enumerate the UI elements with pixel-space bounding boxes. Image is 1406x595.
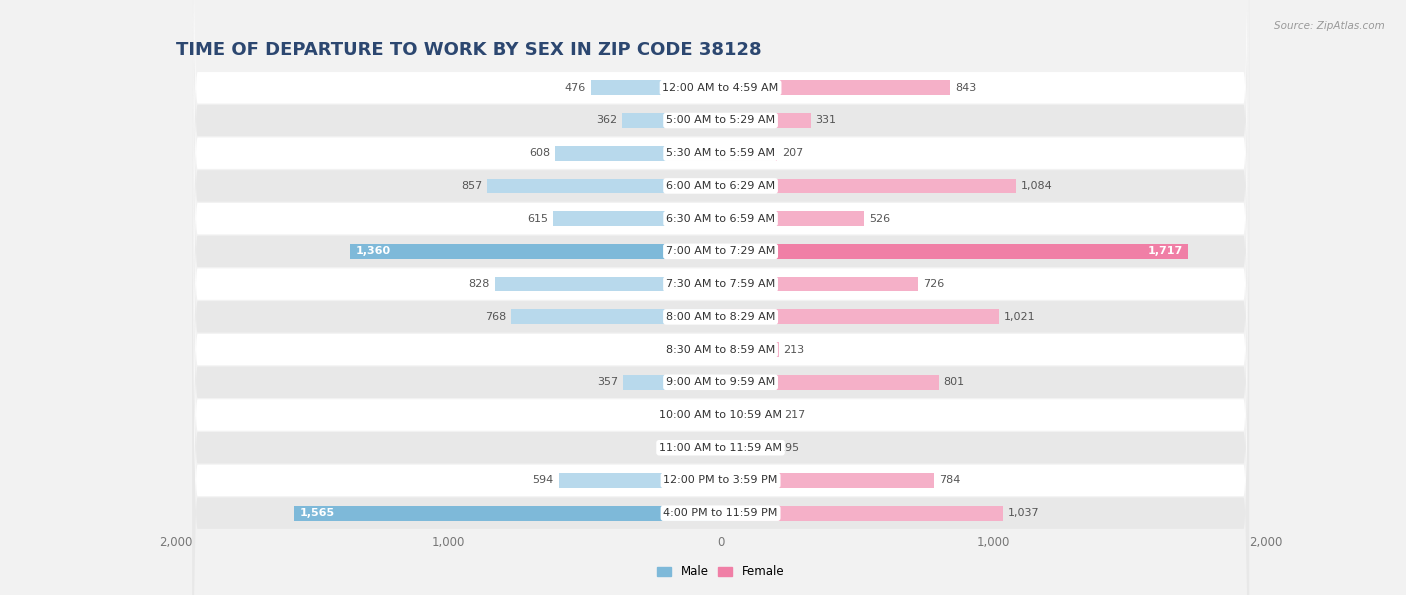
Text: 476: 476 bbox=[565, 83, 586, 93]
Text: 362: 362 bbox=[596, 115, 617, 126]
FancyBboxPatch shape bbox=[193, 0, 1249, 595]
Text: 72: 72 bbox=[682, 345, 696, 355]
Text: TIME OF DEPARTURE TO WORK BY SEX IN ZIP CODE 38128: TIME OF DEPARTURE TO WORK BY SEX IN ZIP … bbox=[176, 40, 762, 59]
Text: 857: 857 bbox=[461, 181, 482, 191]
FancyBboxPatch shape bbox=[193, 0, 1249, 595]
Bar bbox=[721, 375, 939, 390]
Text: 1,021: 1,021 bbox=[1004, 312, 1035, 322]
Bar bbox=[721, 506, 1002, 521]
Text: 784: 784 bbox=[939, 475, 960, 486]
Text: 801: 801 bbox=[943, 377, 965, 387]
FancyBboxPatch shape bbox=[193, 0, 1249, 595]
Text: 526: 526 bbox=[869, 214, 890, 224]
Text: 5:30 AM to 5:59 AM: 5:30 AM to 5:59 AM bbox=[666, 148, 775, 158]
Text: 1,717: 1,717 bbox=[1147, 246, 1182, 256]
Text: 213: 213 bbox=[783, 345, 804, 355]
Bar bbox=[553, 211, 721, 226]
Text: 768: 768 bbox=[485, 312, 506, 322]
FancyBboxPatch shape bbox=[193, 0, 1249, 595]
Text: 4:00 PM to 11:59 PM: 4:00 PM to 11:59 PM bbox=[664, 508, 778, 518]
Bar bbox=[718, 440, 721, 455]
FancyBboxPatch shape bbox=[193, 0, 1249, 595]
FancyBboxPatch shape bbox=[193, 0, 1249, 595]
Bar bbox=[294, 506, 721, 521]
Text: 615: 615 bbox=[527, 214, 548, 224]
Bar bbox=[721, 342, 779, 357]
Bar bbox=[721, 113, 811, 128]
Bar bbox=[486, 178, 721, 193]
Bar bbox=[558, 473, 721, 488]
Bar bbox=[512, 309, 721, 324]
Bar bbox=[555, 146, 721, 161]
Text: 12:00 AM to 4:59 AM: 12:00 AM to 4:59 AM bbox=[662, 83, 779, 93]
Text: 207: 207 bbox=[782, 148, 803, 158]
Text: 828: 828 bbox=[468, 279, 491, 289]
FancyBboxPatch shape bbox=[193, 0, 1249, 595]
Text: 8:00 AM to 8:29 AM: 8:00 AM to 8:29 AM bbox=[666, 312, 775, 322]
Text: 195: 195 bbox=[779, 443, 800, 453]
Text: 8:30 AM to 8:59 AM: 8:30 AM to 8:59 AM bbox=[666, 345, 775, 355]
Bar bbox=[721, 408, 780, 422]
Bar bbox=[721, 244, 1188, 259]
Text: 843: 843 bbox=[955, 83, 976, 93]
Text: 594: 594 bbox=[533, 475, 554, 486]
FancyBboxPatch shape bbox=[193, 0, 1249, 595]
Text: 11:00 AM to 11:59 AM: 11:00 AM to 11:59 AM bbox=[659, 443, 782, 453]
Bar bbox=[721, 80, 950, 95]
Text: 1,565: 1,565 bbox=[299, 508, 335, 518]
Text: 217: 217 bbox=[785, 410, 806, 420]
FancyBboxPatch shape bbox=[193, 0, 1249, 595]
FancyBboxPatch shape bbox=[193, 0, 1249, 595]
Bar bbox=[721, 211, 863, 226]
FancyBboxPatch shape bbox=[193, 0, 1249, 595]
Text: 5:00 AM to 5:29 AM: 5:00 AM to 5:29 AM bbox=[666, 115, 775, 126]
FancyBboxPatch shape bbox=[193, 0, 1249, 595]
Bar bbox=[621, 113, 721, 128]
Text: 1,360: 1,360 bbox=[356, 246, 391, 256]
Text: 7:00 AM to 7:29 AM: 7:00 AM to 7:29 AM bbox=[666, 246, 775, 256]
Text: 7:30 AM to 7:59 AM: 7:30 AM to 7:59 AM bbox=[666, 279, 775, 289]
Text: 331: 331 bbox=[815, 115, 837, 126]
Bar bbox=[721, 146, 778, 161]
Text: 10:00 AM to 10:59 AM: 10:00 AM to 10:59 AM bbox=[659, 410, 782, 420]
Text: 608: 608 bbox=[529, 148, 550, 158]
Text: 1,084: 1,084 bbox=[1021, 181, 1053, 191]
Text: 726: 726 bbox=[924, 279, 945, 289]
Bar bbox=[591, 80, 721, 95]
FancyBboxPatch shape bbox=[193, 0, 1249, 595]
Text: 1,037: 1,037 bbox=[1008, 508, 1039, 518]
Bar bbox=[721, 277, 918, 292]
FancyBboxPatch shape bbox=[193, 0, 1249, 595]
Bar bbox=[702, 342, 721, 357]
Text: 12:00 PM to 3:59 PM: 12:00 PM to 3:59 PM bbox=[664, 475, 778, 486]
Bar bbox=[495, 277, 721, 292]
Text: 6:00 AM to 6:29 AM: 6:00 AM to 6:29 AM bbox=[666, 181, 775, 191]
Bar bbox=[350, 244, 721, 259]
Bar bbox=[721, 473, 934, 488]
Text: 357: 357 bbox=[598, 377, 619, 387]
Text: 35: 35 bbox=[692, 410, 706, 420]
Bar bbox=[721, 440, 773, 455]
Text: 9:00 AM to 9:59 AM: 9:00 AM to 9:59 AM bbox=[666, 377, 775, 387]
Bar bbox=[623, 375, 721, 390]
Bar bbox=[721, 309, 998, 324]
Text: 9: 9 bbox=[706, 443, 713, 453]
Text: Source: ZipAtlas.com: Source: ZipAtlas.com bbox=[1274, 21, 1385, 31]
Text: 6:30 AM to 6:59 AM: 6:30 AM to 6:59 AM bbox=[666, 214, 775, 224]
Legend: Male, Female: Male, Female bbox=[652, 560, 789, 583]
Bar bbox=[711, 408, 721, 422]
Bar bbox=[721, 178, 1017, 193]
